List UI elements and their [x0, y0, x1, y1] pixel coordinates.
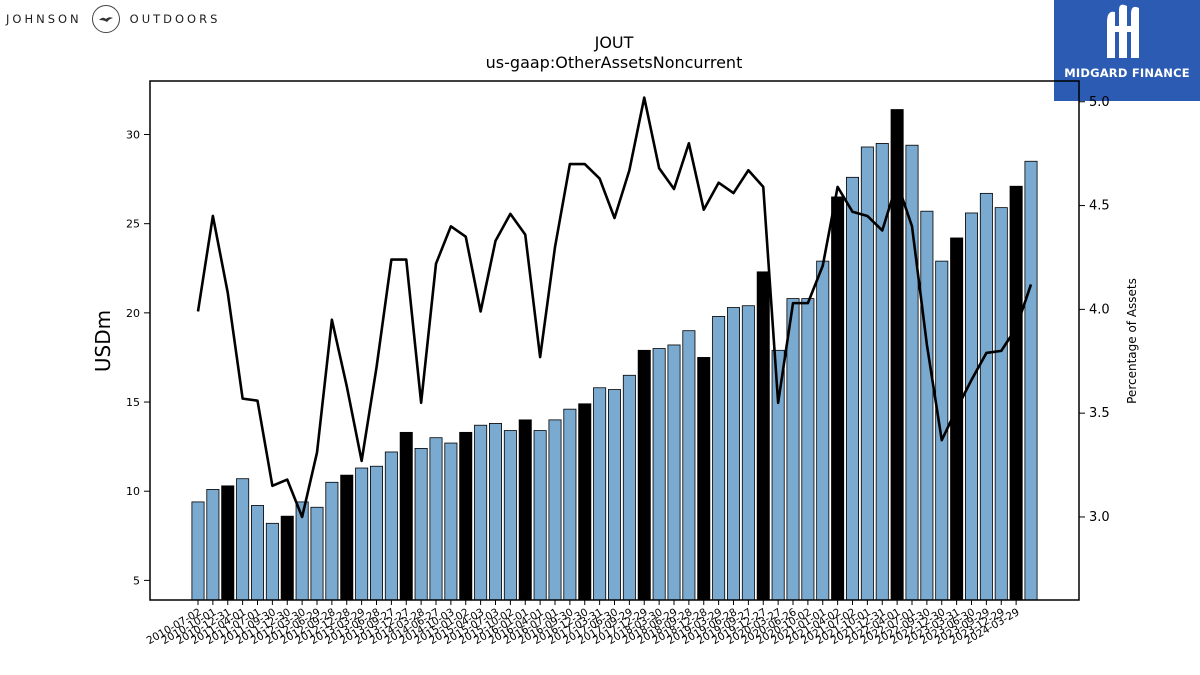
bar-2023-06-30: [965, 212, 979, 601]
bar-2016-12-30: [578, 403, 592, 601]
bar-2012-12-28: [340, 474, 354, 601]
bar-2015-07-03: [488, 423, 502, 601]
bar-2023-09-29: [979, 192, 993, 601]
bar-2011-09-30: [265, 522, 279, 601]
bar-2021-07-02: [846, 176, 860, 601]
bar-2021-01-01: [816, 260, 830, 601]
jo-bird-icon: [91, 5, 120, 33]
bar-2019-03-29: [712, 316, 726, 601]
bar-undefined: [1024, 160, 1038, 601]
bar-2010-07-02: [191, 501, 205, 601]
bar-2024-03-29: [1009, 185, 1023, 601]
bar-2019-12-27: [756, 271, 770, 601]
bar-2010-12-31: [221, 485, 235, 601]
y2-tick-label: 5.0: [1089, 95, 1110, 110]
y2-tick-label: 4.0: [1089, 302, 1110, 317]
y2-axis-label: Percentage of Assets: [1125, 278, 1139, 404]
y-tick-label: 5: [133, 574, 140, 587]
bar-2017-12-29: [637, 349, 651, 601]
bar-2023-12-29: [994, 207, 1008, 601]
bar-2013-12-27: [399, 431, 413, 601]
bar-2015-10-02: [503, 430, 517, 601]
y-tick-label: 15: [126, 396, 140, 409]
bar-2018-12-28: [697, 357, 711, 601]
bar-2017-03-31: [593, 387, 607, 601]
bar-2014-06-27: [429, 437, 443, 601]
percentage-line: [196, 96, 1033, 519]
bar-2016-09-30: [563, 408, 577, 601]
bar-2013-06-28: [369, 465, 383, 601]
bar-2015-01-02: [459, 431, 473, 601]
bar-2018-09-28: [682, 330, 696, 601]
bar-2011-04-01: [236, 478, 250, 601]
chart-title: JOUT: [594, 33, 634, 52]
bar-2021-12-31: [875, 143, 889, 601]
plot-frame: [149, 80, 1080, 601]
brand-left-text: JOHNSON: [6, 12, 82, 26]
bar-2017-06-30: [608, 389, 622, 601]
johnson-outdoors-logo: JOHNSON OUTDOORS: [6, 4, 220, 34]
bar-2014-03-28: [414, 447, 428, 601]
bar-2012-06-29: [310, 506, 324, 601]
bar-2020-06-26: [786, 298, 800, 601]
bar-2021-04-02: [831, 196, 845, 601]
bar-2011-12-30: [280, 515, 294, 601]
y2-tick-label: 3.5: [1089, 406, 1110, 421]
bar-2016-07-01: [548, 419, 562, 601]
y2-tick-label: 4.5: [1089, 199, 1110, 214]
brand-right-text: OUTDOORS: [129, 12, 221, 26]
chart-subtitle: us-gaap:OtherAssetsNoncurrent: [486, 53, 743, 72]
bar-2018-06-29: [667, 344, 681, 601]
y-tick-label: 10: [126, 485, 140, 498]
y-tick-label: 20: [126, 307, 140, 320]
bar-2016-04-01: [533, 430, 547, 601]
bar-2019-06-28: [727, 307, 741, 601]
bar-2013-03-29: [355, 467, 369, 601]
bar-2015-04-03: [474, 424, 488, 601]
y2-tick-label: 3.0: [1089, 510, 1110, 525]
y-tick-label: 25: [126, 218, 140, 231]
y-tick-label: 30: [126, 129, 140, 142]
y-axis-label: USDm: [91, 310, 115, 372]
midgard-m-icon: [1107, 4, 1139, 58]
bar-2012-09-28: [325, 481, 339, 601]
bar-2019-09-27: [741, 305, 755, 601]
badge-text: MIDGARD FINANCE: [1064, 66, 1190, 80]
bar-2018-03-30: [652, 348, 666, 601]
bar-2017-09-29: [622, 374, 636, 601]
bar-2016-01-01: [518, 419, 532, 601]
bar-2014-10-03: [444, 442, 458, 601]
bar-2020-10-02: [801, 298, 815, 601]
bar-2011-07-01: [250, 505, 264, 601]
bar-2013-09-27: [384, 451, 398, 601]
bar-2022-09-30: [920, 210, 934, 601]
bar-2010-10-01: [206, 489, 220, 601]
